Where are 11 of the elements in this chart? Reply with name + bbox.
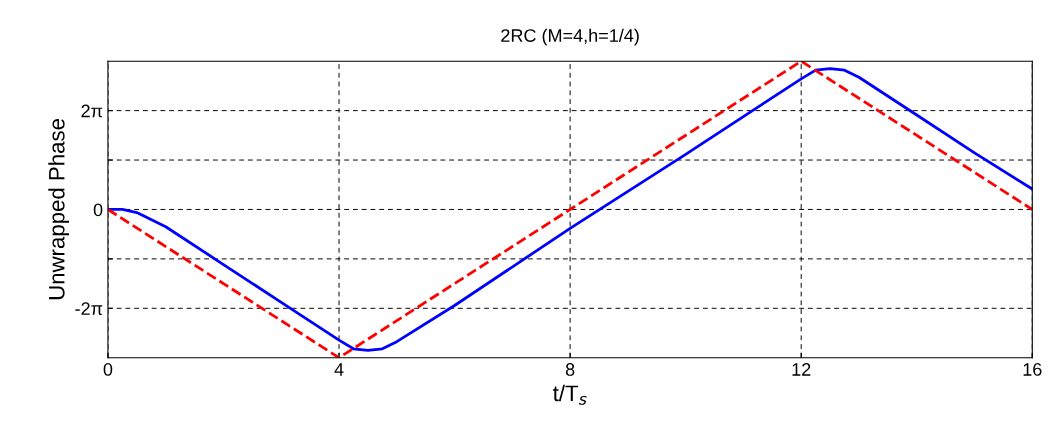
x-tick-label: 16 (1023, 363, 1042, 376)
y-tick-label: -2π (75, 302, 103, 316)
x-tick-label: 0 (103, 363, 113, 376)
y-tick-label: 2π (81, 104, 103, 118)
x-tick-label: 12 (792, 363, 811, 376)
x-tick-label: 4 (334, 363, 344, 376)
y-axis-title: Unwrapped Phase (48, 119, 70, 300)
x-tick-label: 8 (565, 363, 575, 376)
chart-title: 2RC (M=4,h=1/4) (501, 28, 639, 46)
y-tick-label: 0 (93, 203, 103, 217)
x-axis-title: t/T$_{s}$ (553, 384, 587, 405)
